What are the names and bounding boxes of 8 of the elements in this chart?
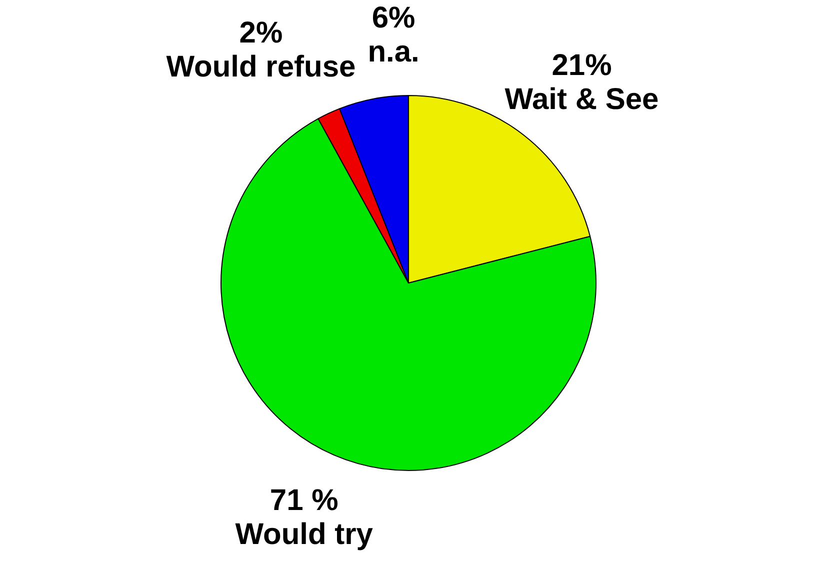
slice-label: Wait & See <box>504 82 659 116</box>
data-label: 6% <box>372 1 416 34</box>
slice-label: Would try <box>235 518 374 551</box>
slice-label: Would refuse <box>166 50 356 84</box>
slice-label: n.a. <box>368 35 420 68</box>
data-label: 21% <box>552 48 612 82</box>
data-label: 71 % <box>270 484 338 517</box>
data-label: 2% <box>239 16 283 50</box>
